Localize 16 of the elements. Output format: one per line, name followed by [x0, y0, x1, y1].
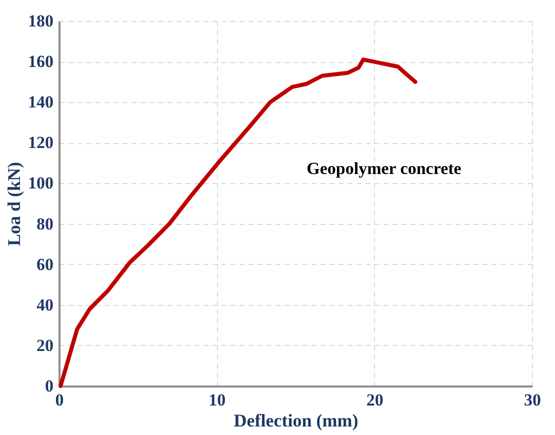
x-tick-label: 20: [366, 390, 384, 410]
y-tick-label: 160: [28, 52, 54, 72]
y-tick-label: 80: [36, 214, 54, 234]
y-tick-label: 40: [36, 295, 54, 314]
y-tick-label: 120: [28, 133, 54, 152]
annotation: Geopolymer concrete: [306, 159, 462, 178]
x-axis-title: Deflection (mm): [234, 410, 358, 430]
y-tick-label: 180: [28, 12, 54, 30]
y-tick-label: 20: [36, 336, 54, 355]
y-tick-label: 100: [28, 174, 54, 193]
y-tick-label: 140: [28, 92, 54, 112]
x-tick-label: 30: [524, 390, 541, 410]
y-axis-title: Loa d (kN): [4, 162, 24, 246]
x-tick-label: 10: [208, 390, 226, 410]
y-tick-label: 0: [45, 376, 54, 396]
y-tick-label: 60: [36, 254, 54, 274]
